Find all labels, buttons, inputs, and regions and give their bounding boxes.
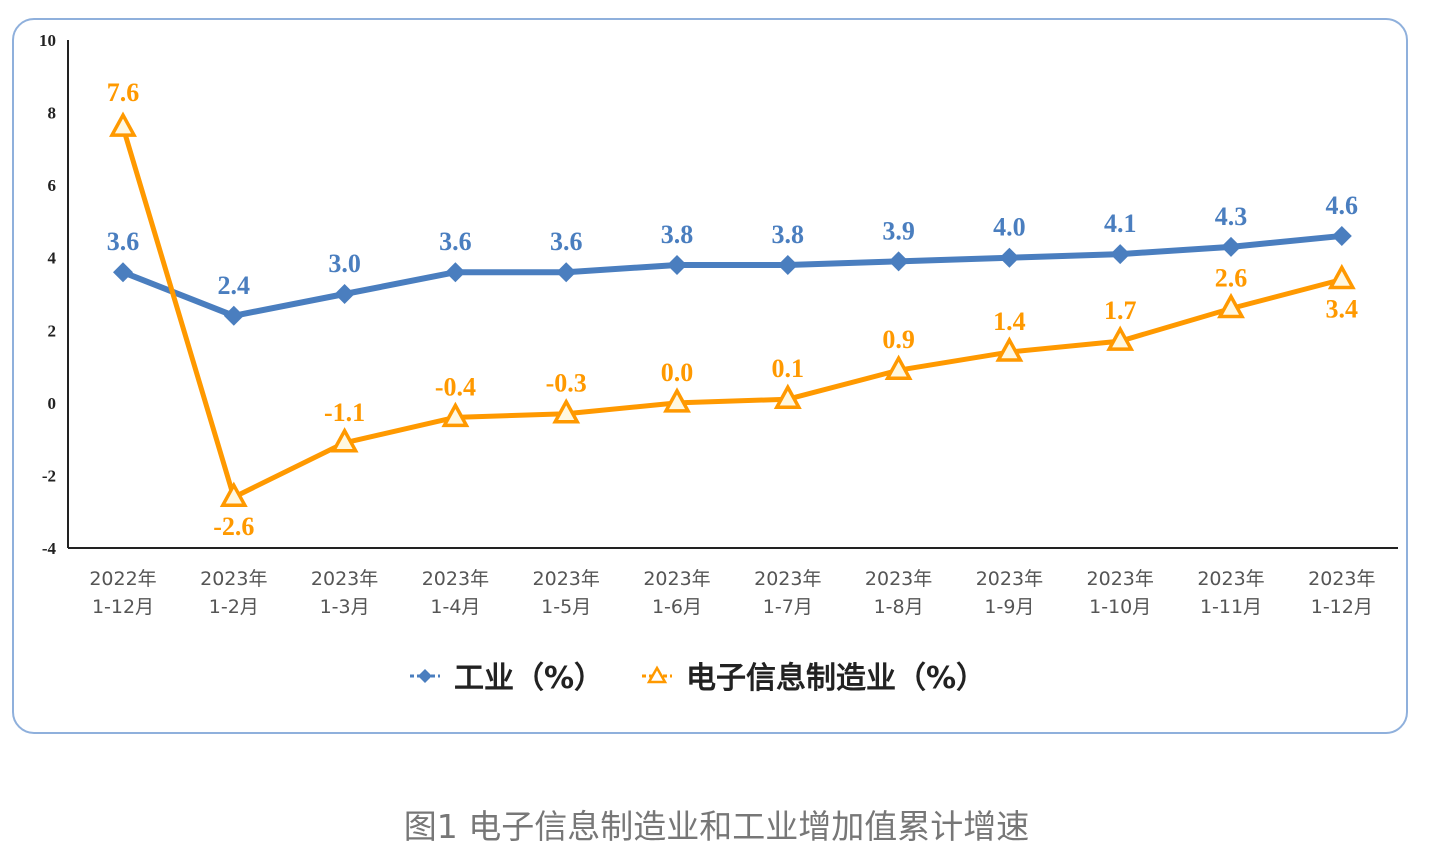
data-point-triangle <box>663 387 691 413</box>
x-tick-label: 1-10月 <box>1089 596 1151 618</box>
data-point-diamond <box>445 262 466 283</box>
series-line-0 <box>121 232 1343 319</box>
data-point-triangle <box>552 398 581 424</box>
y-tick-label: 4 <box>48 249 57 268</box>
x-tick-label: 1-7月 <box>763 596 813 618</box>
x-tick-label: 1-6月 <box>652 596 702 618</box>
data-point-diamond <box>113 262 133 283</box>
y-tick-label: 8 <box>48 104 57 123</box>
y-tick-label: 0 <box>48 394 57 413</box>
data-point-triangle <box>995 336 1024 362</box>
x-tick-label: 1-8月 <box>874 596 924 618</box>
data-point-diamond <box>888 251 909 272</box>
data-point-triangle <box>1327 263 1356 290</box>
data-label: -0.4 <box>435 372 476 401</box>
data-label: 0.0 <box>661 358 694 387</box>
data-point-diamond <box>334 284 355 304</box>
data-label: -1.1 <box>324 398 365 427</box>
data-label: 2.6 <box>1215 264 1248 293</box>
x-tick-label: 1-5月 <box>541 596 591 618</box>
x-tick-label: 2023年 <box>200 568 267 590</box>
y-tick-label: -4 <box>42 539 57 558</box>
legend-label: 电子信息制造业（%） <box>686 661 986 696</box>
x-tick-label: 2023年 <box>754 568 821 590</box>
data-point-diamond <box>667 254 687 275</box>
data-label: 3.6 <box>107 227 140 256</box>
x-tick-label: 2023年 <box>311 568 378 590</box>
data-point-diamond <box>223 305 244 326</box>
x-tick-label: 1-11月 <box>1200 596 1262 618</box>
data-point-triangle <box>884 354 913 380</box>
x-tick-label: 2023年 <box>422 568 489 590</box>
data-label: 7.6 <box>107 78 140 107</box>
data-label: 1.7 <box>1104 296 1137 325</box>
legend-marker-triangle <box>646 665 668 684</box>
x-tick-label: 2023年 <box>533 568 600 590</box>
x-tick-label: 1-12月 <box>92 596 154 618</box>
data-point-diamond <box>1110 244 1131 265</box>
y-tick-label: -2 <box>42 466 56 485</box>
data-label: 4.6 <box>1326 191 1359 220</box>
data-label: 3.8 <box>772 220 805 249</box>
data-label: 3.8 <box>661 220 694 249</box>
data-point-triangle <box>1217 292 1245 319</box>
data-label: 3.6 <box>439 227 472 256</box>
chart-frame <box>12 18 1408 734</box>
x-tick-label: 2023年 <box>1308 568 1375 590</box>
x-tick-label: 1-2月 <box>209 596 259 618</box>
y-tick-label: 10 <box>39 31 56 50</box>
chart-caption: 图1 电子信息制造业和工业增加值累计增速 <box>403 807 1030 846</box>
data-point-triangle <box>441 401 470 428</box>
legend-marker-diamond <box>418 669 432 683</box>
data-point-diamond <box>1331 225 1352 246</box>
data-label: 4.3 <box>1215 202 1248 231</box>
x-tick-label: 2023年 <box>976 568 1043 590</box>
x-tick-label: 2023年 <box>1087 568 1154 590</box>
data-label: 3.4 <box>1326 294 1359 323</box>
data-label: 3.0 <box>328 249 361 278</box>
data-point-triangle <box>773 383 802 409</box>
x-tick-label: 1-4月 <box>430 596 480 618</box>
data-label: 1.4 <box>993 307 1026 336</box>
x-tick-label: 1-12月 <box>1311 596 1373 618</box>
data-label: 2.4 <box>218 271 251 300</box>
data-label: 0.9 <box>882 325 915 354</box>
y-tick-label: 2 <box>48 321 57 340</box>
data-label: 0.1 <box>772 354 805 383</box>
x-tick-label: 1-9月 <box>984 596 1034 618</box>
data-point-triangle <box>109 111 137 137</box>
data-label: -0.3 <box>546 369 587 398</box>
data-point-diamond <box>556 262 577 283</box>
legend-label: 工业（%） <box>454 661 604 696</box>
data-point-triangle <box>330 427 359 453</box>
data-label: 3.6 <box>550 227 583 256</box>
data-point-triangle <box>1106 325 1135 351</box>
data-label: -2.6 <box>213 512 254 541</box>
x-tick-label: 2023年 <box>865 568 932 590</box>
x-tick-label: 2022年 <box>89 568 156 590</box>
data-label: 4.1 <box>1104 209 1137 238</box>
y-tick-label: 6 <box>48 176 57 195</box>
data-point-diamond <box>1221 236 1241 257</box>
data-point-diamond <box>999 247 1020 268</box>
series-line-1 <box>120 126 1343 500</box>
data-label: 4.0 <box>993 213 1026 242</box>
x-tick-label: 2023年 <box>1197 568 1264 590</box>
data-point-triangle <box>219 481 248 507</box>
data-label: 3.9 <box>882 216 915 245</box>
data-point-diamond <box>777 254 798 275</box>
x-tick-label: 1-3月 <box>320 596 370 618</box>
x-tick-label: 2023年 <box>643 568 710 590</box>
